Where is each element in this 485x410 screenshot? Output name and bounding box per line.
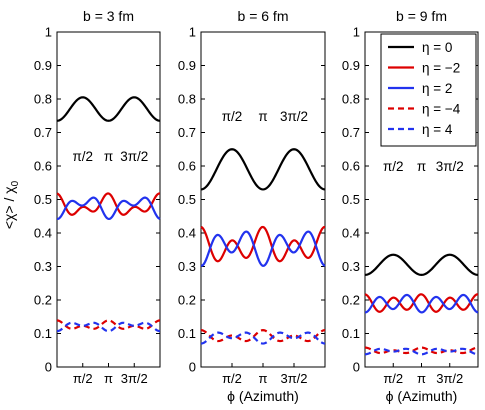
y-tick-label: 0.5 (342, 192, 360, 207)
series-line (56, 192, 161, 216)
y-tick-label: 0.9 (178, 58, 196, 73)
y-tick-label: 0.9 (342, 58, 360, 73)
series-line (200, 230, 326, 267)
panel-1: b = 3 fm 0 0.1 0.2 0.3 0.4 0.5 0.6 0.7 0.8 0.9 1 π/2… (34, 8, 161, 386)
x-axis-label: ϕ (Azimuth) (386, 388, 458, 404)
series-line (200, 148, 326, 191)
series-line (200, 225, 326, 263)
y-tick-label: 1 (353, 25, 360, 40)
annotation-label: 3π/2 (280, 109, 308, 124)
x-tick-label: π/2 (383, 371, 403, 386)
y-tick-label: 0.6 (34, 159, 52, 174)
panel-title: b = 3 fm (83, 8, 134, 24)
y-tick-label: 0.1 (342, 326, 360, 341)
y-tick-label: 0.7 (342, 125, 360, 140)
y-tick-label: 0.1 (178, 326, 196, 341)
y-tick-label: 0.9 (34, 58, 52, 73)
y-axis-label: <χ> / χ0 (1, 180, 21, 229)
series-line (56, 196, 161, 221)
x-tick-label: π/2 (73, 371, 93, 386)
series-line (364, 293, 479, 314)
legend-label: η = −2 (422, 61, 460, 76)
y-tick-label: 0.1 (34, 326, 52, 341)
y-tick-label: 0.4 (342, 226, 360, 241)
y-tick-label: 0.3 (178, 259, 196, 274)
legend-label: η = 4 (422, 122, 453, 137)
annotation-label: π (104, 149, 113, 164)
x-tick-label: 3π/2 (280, 371, 307, 386)
y-tick-label: 0.5 (34, 192, 52, 207)
plot-frame (56, 31, 161, 368)
plot-frame (200, 31, 326, 368)
x-tick-label: 3π/2 (121, 371, 148, 386)
annotation-label: π (417, 159, 426, 174)
annotation-label: 3π/2 (120, 149, 148, 164)
series-line (56, 96, 161, 122)
y-tick-label: 0.3 (34, 259, 52, 274)
y-tick-label: 0 (189, 360, 196, 375)
series-line (200, 331, 326, 345)
x-axis-label: ϕ (Azimuth) (227, 388, 299, 404)
legend-box (380, 33, 477, 147)
series-line (364, 293, 479, 313)
y-tick-label: 0 (45, 360, 52, 375)
y-tick-label: 0.6 (342, 159, 360, 174)
annotation-label: π/2 (222, 109, 243, 124)
x-tick-label: π/2 (222, 371, 242, 386)
y-tick-label: 0.8 (342, 92, 360, 107)
panel-2: b = 6 fm 0 0.1 0.2 0.3 0.4 0.5 0.6 0.7 0.8 0.9 1 π/2… (178, 8, 326, 404)
y-tick-label: 0.4 (34, 226, 52, 241)
annotation-label: π/2 (383, 159, 404, 174)
y-tick-label: 0.2 (178, 293, 196, 308)
y-tick-label: 0.8 (178, 92, 196, 107)
legend-label: η = −4 (422, 102, 461, 117)
y-tick-label: 0.4 (178, 226, 196, 241)
y-tick-label: 0.3 (342, 259, 360, 274)
y-tick-label: 0.7 (178, 125, 196, 140)
annotation-label: 3π/2 (436, 159, 464, 174)
panel-3: b = 9 fm 0 0.1 0.2 0.3 0.4 0.5 0.6 0.7 0.8 0.9 1 π/2… (342, 8, 479, 404)
y-tick-label: 0.2 (342, 293, 360, 308)
series-line (56, 319, 161, 330)
annotation-label: π/2 (72, 149, 93, 164)
panel-title: b = 9 fm (396, 8, 447, 24)
x-tick-label: π (259, 371, 268, 386)
y-tick-label: 0.2 (34, 293, 52, 308)
y-tick-label: 0.7 (34, 125, 52, 140)
y-tick-label: 1 (189, 25, 196, 40)
y-tick-label: 0.8 (34, 92, 52, 107)
x-tick-label: π (417, 371, 426, 386)
legend: η = 0 η = −2 η = 2 η = −4 η = 4 (380, 33, 477, 147)
series-line (364, 253, 479, 276)
series-line (200, 329, 326, 343)
y-tick-label: 0 (353, 360, 360, 375)
panel-title: b = 6 fm (238, 8, 289, 24)
y-tick-label: 0.5 (178, 192, 196, 207)
legend-label: η = 2 (422, 81, 452, 96)
legend-label: η = 0 (422, 40, 452, 55)
annotation-label: π (258, 109, 267, 124)
y-tick-label: 0.6 (178, 159, 196, 174)
x-tick-label: π (104, 371, 113, 386)
y-tick-label: 1 (45, 25, 52, 40)
x-tick-label: 3π/2 (436, 371, 463, 386)
series-line (56, 321, 161, 333)
